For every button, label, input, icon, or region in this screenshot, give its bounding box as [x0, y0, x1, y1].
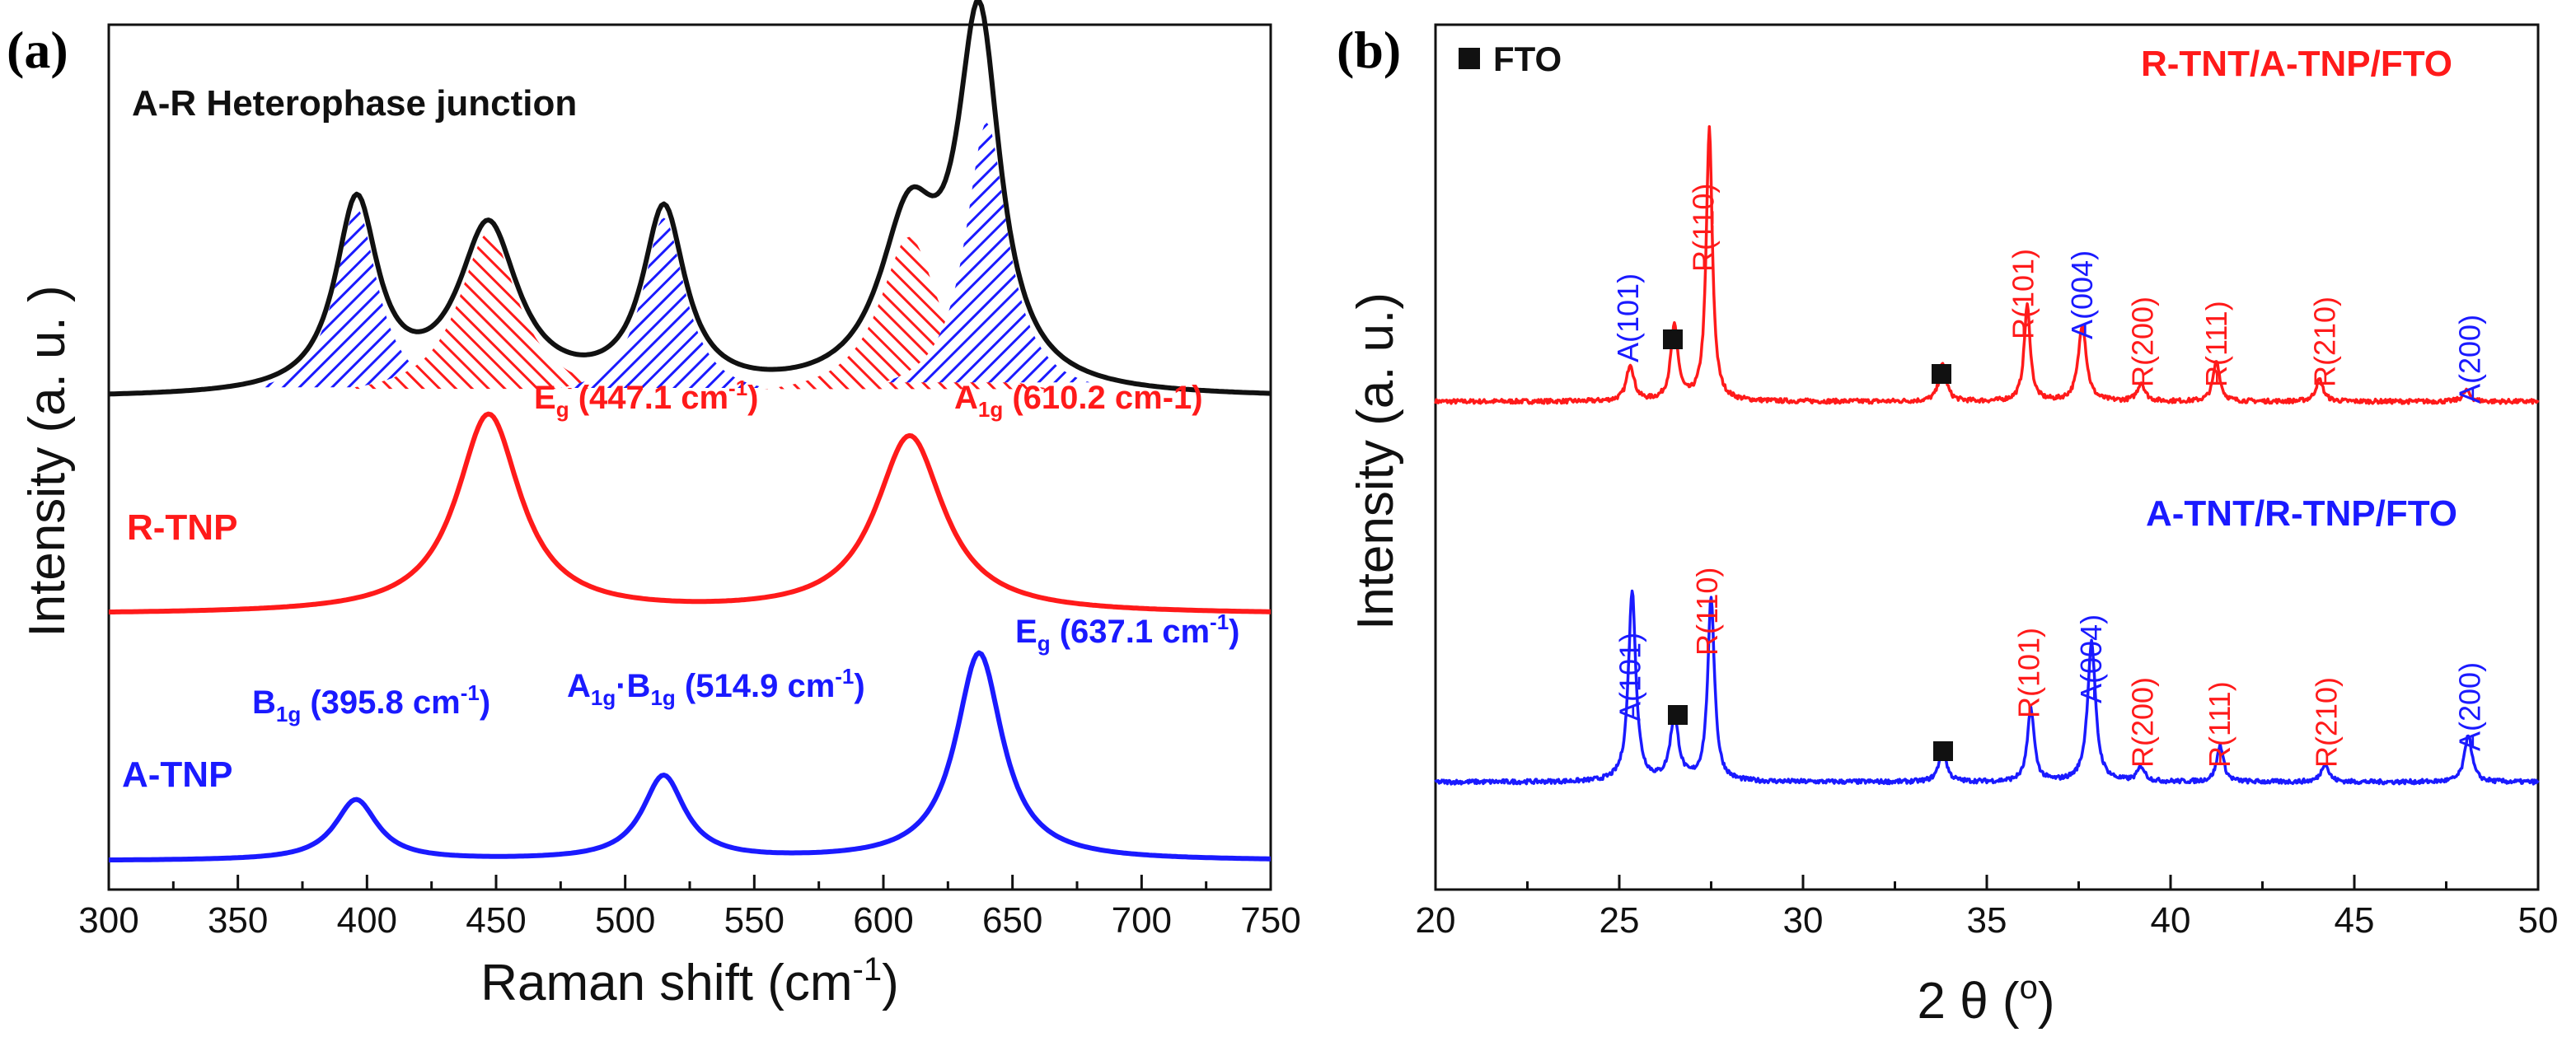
- deconvolution-peak-fill: [344, 232, 634, 390]
- x-tick-label: 450: [466, 900, 526, 941]
- label-eg-red: Eg (447.1 cm-1): [534, 376, 759, 422]
- label-a1g-b1g: A1g·B1g (514.9 cm-1): [567, 664, 865, 710]
- xrd-pattern: [1434, 124, 2540, 405]
- x-tick-label: 750: [1240, 900, 1300, 941]
- fto-marker: [1932, 364, 1951, 384]
- panel-b-patterns: [1434, 124, 2540, 786]
- label-eg-blue: Eg (637.1 cm-1): [1015, 610, 1240, 656]
- panel-a-deconvolution-fills: [253, 123, 1090, 390]
- peak-label: R(210): [2307, 297, 2341, 387]
- fto-marker: [1668, 705, 1688, 725]
- panel-b-xlabel: 2 θ (o): [1918, 969, 2055, 1030]
- fto-legend-label: FTO: [1493, 40, 1562, 78]
- peak-label: A(200): [2452, 315, 2486, 404]
- peak-label: R(200): [2126, 677, 2160, 768]
- panel-a-spectra: [108, 0, 1272, 863]
- deconvolution-peak-fill: [253, 208, 461, 388]
- spectrum-r-tnp: [109, 411, 1271, 614]
- x-tick-label: 300: [78, 900, 138, 941]
- xrd-pattern: [1434, 589, 2540, 786]
- panel-b-peak-labels: A(101) R(110) R(101) A(004) R(200) R(111) R(21…: [1611, 184, 2486, 768]
- peak-label: R(111): [2199, 301, 2233, 387]
- peak-label: R(101): [2012, 628, 2045, 718]
- fto-marker: [1663, 329, 1683, 349]
- deconvolution-peak-fill: [764, 236, 1054, 390]
- peak-label: R(200): [2126, 297, 2160, 387]
- x-tick-label: 35: [1967, 900, 2007, 941]
- peak-label: R(210): [2310, 677, 2344, 768]
- label-a1g-red: A1g (610.2 cm-1): [954, 380, 1203, 422]
- panel-a-xlabel: Raman shift (cm-1): [480, 951, 899, 1011]
- x-tick-label: 700: [1112, 900, 1172, 941]
- panel-a-raman: (a) 300 350 400 450 500 550 600 650 700 750 A-R H…: [7, 0, 1301, 1011]
- x-tick-label: 40: [2151, 900, 2191, 941]
- peak-label: A(004): [2074, 614, 2108, 703]
- panel-b-letter: (b): [1337, 21, 1401, 79]
- fto-legend-marker: [1459, 48, 1480, 69]
- spectrum-a-r: [108, 0, 1272, 397]
- peak-label: R(101): [2007, 249, 2040, 339]
- panel-b-x-ticks: 20 25 30 35 40 45 50: [1416, 875, 2559, 941]
- label-a-tnp: A-TNP: [122, 754, 232, 795]
- peak-label: A(200): [2452, 662, 2486, 751]
- panel-a-ylabel: Intensity (a. u. ): [19, 285, 76, 637]
- panel-b-frame: [1434, 23, 2540, 891]
- fto-marker: [1933, 741, 1953, 761]
- x-tick-label: 350: [208, 900, 268, 941]
- label-r-tnp: R-TNP: [127, 507, 237, 548]
- x-tick-label: 45: [2335, 900, 2375, 941]
- x-tick-label: 20: [1416, 900, 1456, 941]
- deconvolution-peak-fill: [883, 123, 1090, 383]
- peak-label: A(101): [1611, 273, 1645, 362]
- label-b1g: B1g (395.8 cm-1): [252, 680, 490, 726]
- panel-a-title: A-R Heterophase junction: [132, 83, 577, 124]
- panel-b-xrd: (b) 20 25 30 35 40 45 50 A(101) R(110) R(101) A(0…: [1337, 21, 2558, 1030]
- spectrum-a-tnp: [108, 650, 1271, 863]
- x-tick-label: 500: [595, 900, 655, 941]
- panel-b-ylabel: Intensity (a. u.): [1347, 292, 1404, 630]
- x-tick-label: 25: [1599, 900, 1640, 941]
- label-series-top: R-TNT/A-TNP/FTO: [2141, 44, 2452, 84]
- peak-label: R(111): [2203, 681, 2236, 768]
- x-tick-label: 600: [853, 900, 913, 941]
- panel-a-x-ticks: 300 350 400 450 500 550 600 650 700 750: [78, 875, 1301, 941]
- label-series-bottom: A-TNT/R-TNP/FTO: [2146, 493, 2457, 534]
- x-tick-label: 650: [982, 900, 1042, 941]
- peak-label: R(110): [1690, 568, 1724, 656]
- x-tick-label: 50: [2518, 900, 2559, 941]
- x-tick-label: 550: [724, 900, 785, 941]
- panel-a-frame: [107, 23, 1272, 891]
- x-tick-label: 400: [337, 900, 397, 941]
- peak-label: A(004): [2065, 250, 2099, 339]
- peak-label: A(101): [1613, 633, 1646, 722]
- deconvolution-peak-fill: [560, 217, 767, 388]
- x-tick-label: 30: [1783, 900, 1824, 941]
- panel-a-letter: (a): [7, 21, 68, 79]
- peak-label: R(110): [1687, 184, 1721, 272]
